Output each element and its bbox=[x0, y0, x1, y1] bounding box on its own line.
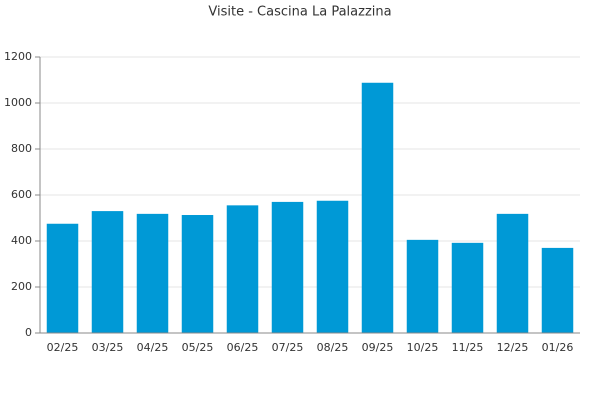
x-tick-label: 08/25 bbox=[317, 341, 349, 354]
x-tick-label: 12/25 bbox=[497, 341, 529, 354]
bar bbox=[361, 82, 394, 333]
bar bbox=[46, 223, 79, 333]
bar bbox=[91, 211, 124, 333]
bar bbox=[496, 213, 529, 333]
y-tick-label: 1200 bbox=[4, 50, 32, 63]
x-tick-label: 03/25 bbox=[92, 341, 124, 354]
y-tick-label: 1000 bbox=[4, 96, 32, 109]
x-tick-label: 06/25 bbox=[227, 341, 259, 354]
chart-title: Visite - Cascina La Palazzina bbox=[208, 5, 391, 20]
x-tick-label: 05/25 bbox=[182, 341, 214, 354]
x-tick-label: 09/25 bbox=[362, 341, 394, 354]
x-tick-label: 04/25 bbox=[137, 341, 169, 354]
x-tick-label: 01/26 bbox=[542, 341, 574, 354]
bar bbox=[316, 200, 349, 333]
bar bbox=[226, 205, 259, 333]
bar bbox=[451, 242, 484, 333]
bar bbox=[136, 213, 169, 333]
bar bbox=[406, 239, 439, 333]
bar bbox=[541, 247, 574, 333]
x-tick-label: 11/25 bbox=[452, 341, 484, 354]
y-tick-label: 200 bbox=[11, 280, 32, 293]
y-tick-label: 600 bbox=[11, 188, 32, 201]
x-tick-label: 10/25 bbox=[407, 341, 439, 354]
bar bbox=[181, 215, 214, 333]
y-tick-label: 400 bbox=[11, 234, 32, 247]
y-tick-label: 0 bbox=[25, 326, 32, 339]
bar bbox=[271, 201, 304, 333]
x-tick-label: 07/25 bbox=[272, 341, 304, 354]
y-tick-label: 800 bbox=[11, 142, 32, 155]
x-tick-label: 02/25 bbox=[47, 341, 79, 354]
